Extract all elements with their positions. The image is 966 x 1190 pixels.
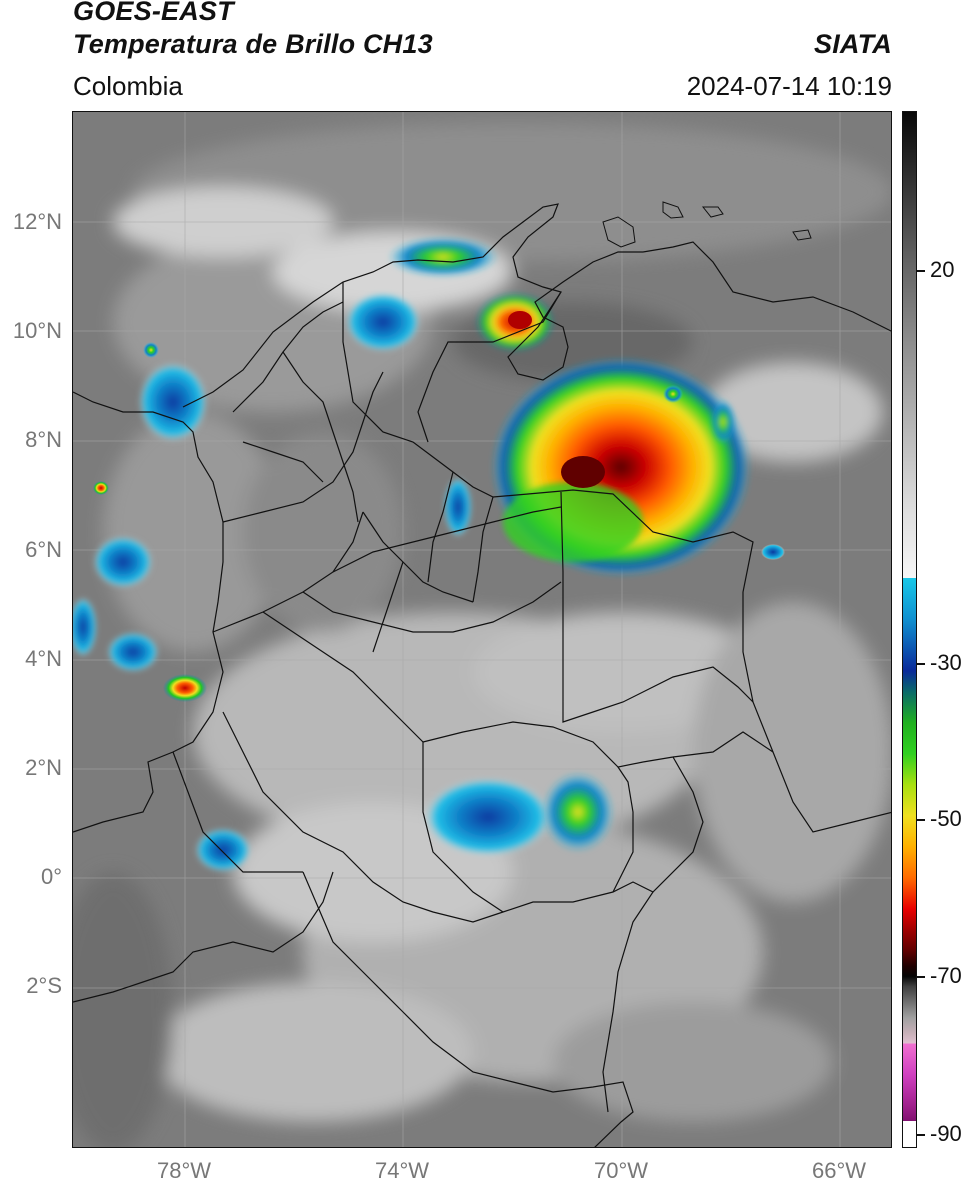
colorbar-tick bbox=[917, 270, 925, 272]
colorbar-tick bbox=[917, 663, 925, 665]
temperature-colorbar bbox=[902, 111, 917, 1148]
lat-label: 10°N bbox=[12, 318, 62, 343]
map-svg bbox=[73, 112, 891, 1147]
lat-label: 8°N bbox=[25, 427, 62, 452]
lon-label: 70°W bbox=[593, 1158, 649, 1183]
borders bbox=[73, 203, 891, 1147]
satellite-map[interactable] bbox=[72, 111, 892, 1148]
lat-label: 2°S bbox=[26, 973, 62, 998]
colorbar-tick bbox=[917, 1134, 925, 1136]
satellite-title: GOES-EAST bbox=[73, 0, 234, 26]
lon-label: 74°W bbox=[374, 1158, 430, 1183]
colorbar-tick bbox=[917, 819, 925, 821]
colorbar-label: -30 bbox=[930, 650, 962, 675]
convective-cells bbox=[73, 237, 785, 872]
product-title: Temperatura de Brillo CH13 bbox=[73, 29, 433, 59]
colorbar-label: -70 bbox=[930, 963, 962, 988]
lat-label: 6°N bbox=[25, 537, 62, 562]
cloud-field bbox=[73, 122, 891, 1147]
timestamp-label: 2024-07-14 10:19 bbox=[686, 71, 892, 101]
lat-label: 0° bbox=[40, 864, 62, 889]
colorbar-label: 20 bbox=[930, 257, 955, 282]
colorbar-label: -90 bbox=[930, 1121, 962, 1146]
lat-label: 4°N bbox=[25, 646, 62, 671]
lat-label: 12°N bbox=[12, 209, 62, 234]
colorbar-label: -50 bbox=[930, 806, 962, 831]
colorbar-tick bbox=[917, 976, 925, 978]
region-label: Colombia bbox=[73, 71, 183, 101]
agency-label: SIATA bbox=[814, 29, 892, 59]
islands bbox=[602, 201, 812, 248]
lon-label: 66°W bbox=[811, 1158, 867, 1183]
gridlines bbox=[73, 112, 891, 1147]
lon-label: 78°W bbox=[156, 1158, 212, 1183]
lat-label: 2°N bbox=[25, 755, 62, 780]
